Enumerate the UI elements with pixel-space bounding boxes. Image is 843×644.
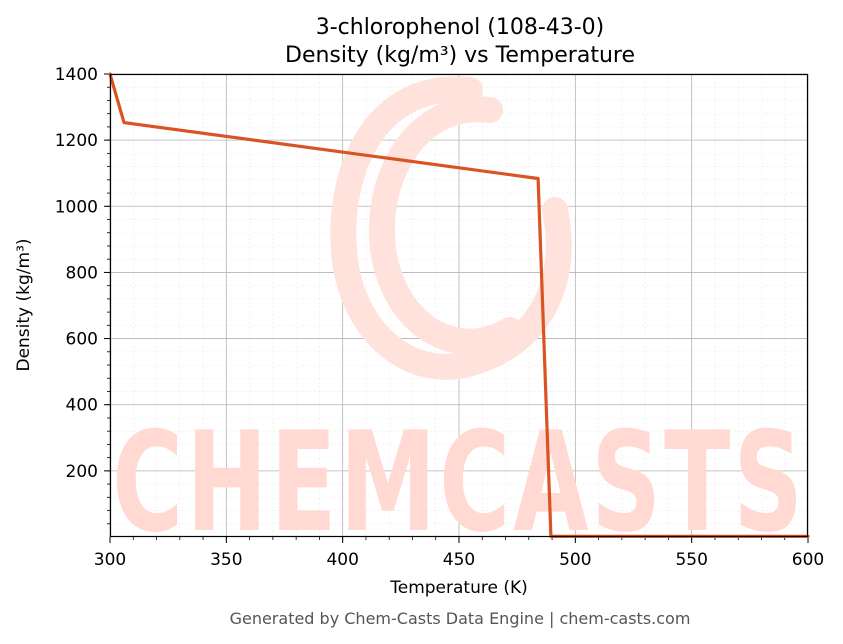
x-axis-ticks: 300 350 400 450 500 550 600 xyxy=(94,537,824,570)
x-tick-label: 400 xyxy=(326,550,358,570)
footer-credit: Generated by Chem-Casts Data Engine | ch… xyxy=(230,609,691,628)
y-tick-label: 1400 xyxy=(55,65,98,85)
y-tick-label: 200 xyxy=(66,462,98,482)
y-tick-label: 1200 xyxy=(55,131,98,151)
x-tick-label: 350 xyxy=(210,550,242,570)
x-axis-label: Temperature (K) xyxy=(389,578,528,598)
y-tick-label: 400 xyxy=(66,396,98,416)
y-tick-label: 600 xyxy=(66,330,98,350)
chart-subtitle: Density (kg/m³) vs Temperature xyxy=(285,43,635,68)
x-tick-label: 600 xyxy=(792,550,824,570)
plot-frame xyxy=(109,73,809,538)
y-axis-label: Density (kg/m³) xyxy=(14,238,34,371)
y-axis-ticks: 200 400 600 800 1000 1200 1400 xyxy=(55,65,110,525)
x-tick-label: 300 xyxy=(94,550,126,570)
y-tick-label: 800 xyxy=(66,263,98,283)
y-tick-label: 1000 xyxy=(55,197,98,217)
x-tick-label: 450 xyxy=(443,550,475,570)
chart-title: 3-chlorophenol (108-43-0) xyxy=(316,15,605,40)
x-tick-label: 550 xyxy=(675,550,707,570)
x-tick-label: 500 xyxy=(559,550,591,570)
